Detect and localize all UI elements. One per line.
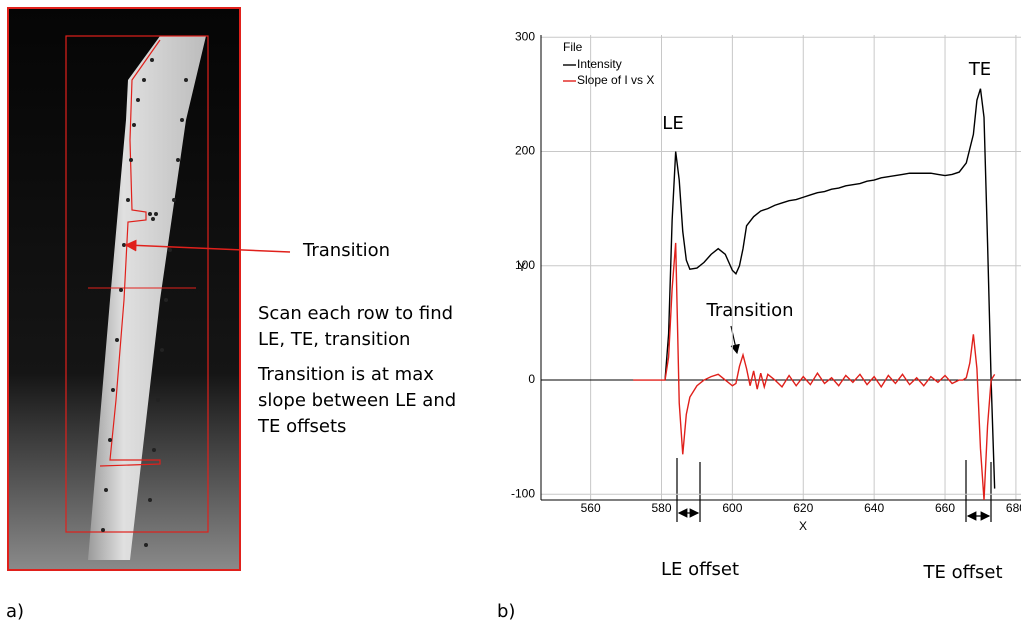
series-line — [664, 88, 996, 489]
note: Scan each row to find — [258, 303, 453, 324]
y-axis-label: Y — [518, 260, 526, 274]
series-line — [633, 242, 996, 501]
x-tick-label: 560 — [581, 501, 601, 515]
x-tick-label: 640 — [864, 501, 884, 515]
annotation: TE offset — [922, 562, 1002, 583]
x-tick-label: 580 — [651, 501, 671, 515]
x-tick-label: 660 — [935, 501, 955, 515]
x-tick-label: 600 — [722, 501, 742, 515]
x-tick-label: 680 — [1006, 501, 1021, 515]
y-tick-label: 300 — [515, 29, 535, 43]
y-tick-label: 200 — [515, 144, 535, 158]
legend-label: Intensity — [577, 57, 622, 71]
offset-markers — [676, 325, 992, 522]
callout: Transition — [302, 240, 390, 261]
note: slope between LE and — [258, 390, 456, 411]
note: TE offsets — [257, 416, 346, 437]
annotation: LE — [662, 113, 683, 134]
panel-label: b) — [497, 601, 515, 622]
x-tick-label: 620 — [793, 501, 813, 515]
y-tick-label: 0 — [528, 372, 535, 386]
panel-label: a) — [6, 601, 24, 622]
note: Transition is at max — [257, 364, 434, 385]
x-axis-label: X — [799, 519, 807, 533]
y-tick-label: -100 — [511, 486, 535, 500]
plot: 560 580 600 620 640 660 680 -100 0 100 200 300 X Y Fil… — [511, 29, 1021, 533]
legend-label: Slope of I vs X — [577, 73, 654, 87]
annotation: TE — [968, 59, 991, 80]
blade-photo — [7, 7, 291, 571]
annotation: LE offset — [661, 559, 739, 580]
note: LE, TE, transition — [258, 329, 410, 350]
legend-title: File — [563, 40, 583, 54]
y-tick-label: 100 — [515, 258, 535, 272]
annotation: Transition — [705, 300, 793, 321]
